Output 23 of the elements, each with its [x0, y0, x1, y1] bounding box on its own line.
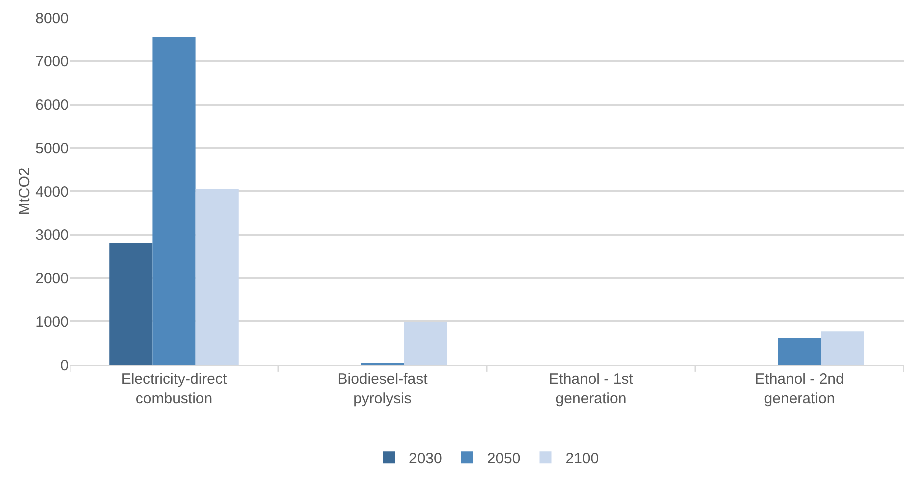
y-tick-label: 3000	[36, 227, 69, 244]
y-tick-label: 0	[60, 357, 69, 374]
y-tick-label: 6000	[36, 97, 69, 114]
bar	[404, 322, 448, 365]
bar	[110, 244, 153, 365]
legend-label: 2100	[566, 450, 600, 468]
x-tick-label: Ethanol - 1st generation	[549, 371, 634, 408]
y-tick-label: 1000	[36, 314, 69, 331]
y-tick-label: 8000	[36, 10, 69, 28]
x-tick-label: Biodiesel-fast pyrolysis	[338, 371, 429, 408]
x-tick-label: Electricity-direct combustion	[121, 371, 228, 408]
y-tick-label: 7000	[36, 54, 69, 71]
bar	[778, 338, 822, 365]
legend-label: 2050	[487, 450, 521, 468]
legend-label: 2030	[409, 450, 442, 468]
bar	[152, 38, 196, 365]
y-tick-label: 4000	[36, 184, 69, 201]
y-tick-label: 5000	[36, 140, 69, 158]
y-tick-label: 2000	[36, 270, 69, 288]
bar	[821, 332, 864, 365]
y-axis-title: MtCO2	[16, 168, 34, 216]
x-tick-label: Ethanol - 2nd generation	[755, 371, 844, 408]
bar	[196, 189, 239, 365]
